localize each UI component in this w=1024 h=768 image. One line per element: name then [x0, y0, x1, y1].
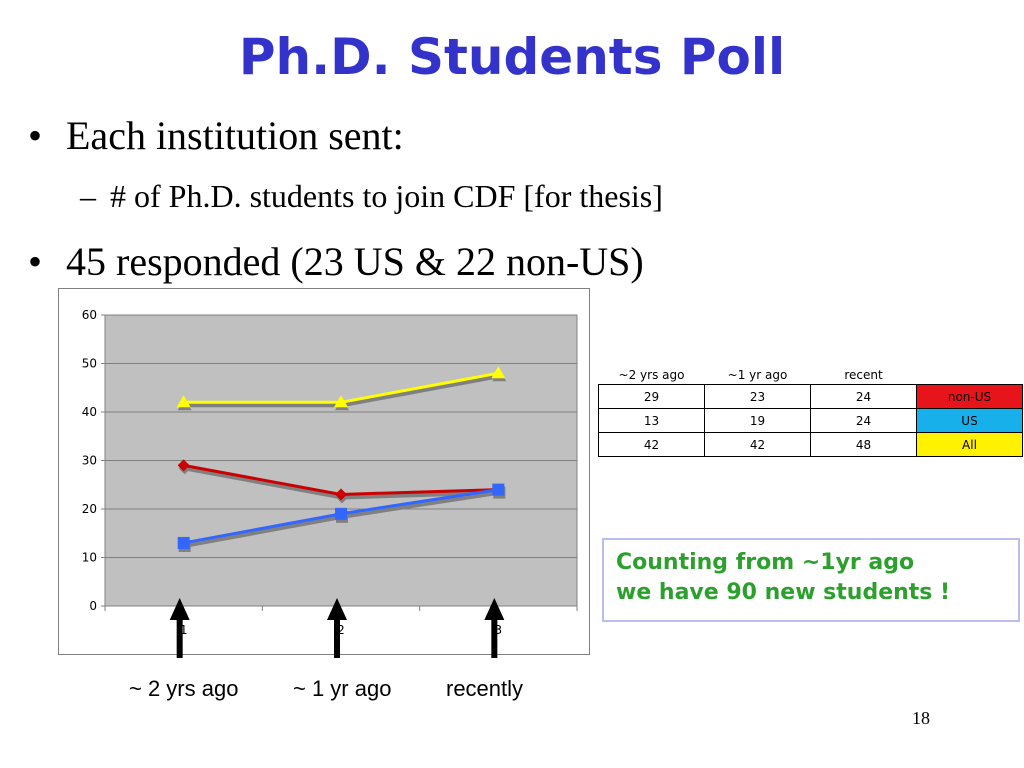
callout-line: we have 90 new students ! — [616, 580, 951, 605]
y-axis: 0 10 20 30 40 50 60 — [82, 308, 105, 613]
page-number: 18 — [912, 708, 930, 728]
data-point — [177, 536, 190, 549]
data-table: ~2 yrs ago ~1 yr ago recent 29 23 24 non… — [598, 366, 1023, 457]
arrow-shaft — [176, 612, 183, 658]
table-cell: 24 — [810, 384, 917, 409]
bullet-marker: • — [28, 113, 43, 158]
legend-cell-non-us: non-US — [916, 384, 1023, 409]
y-tick-label: 40 — [82, 405, 97, 419]
legend-cell-all: All — [916, 432, 1023, 457]
table-cell: 48 — [810, 432, 917, 457]
data-point — [335, 488, 347, 501]
y-tick-label: 50 — [82, 357, 97, 371]
header-cell: recent — [844, 368, 883, 382]
table-cell: 24 — [810, 408, 917, 433]
table-row: 42 42 48 All — [598, 432, 1023, 457]
time-arrows — [169, 598, 505, 658]
x-tick-label: 2 — [337, 623, 345, 637]
table-header-row: ~2 yrs ago ~1 yr ago recent — [599, 366, 1023, 385]
sub-bullet-marker: – — [80, 178, 96, 214]
data-point — [491, 366, 506, 379]
table-cell: 13 — [598, 408, 705, 433]
bullet-each-institution: • Each institution sent: — [28, 112, 404, 159]
time-label-recently: recently — [446, 676, 524, 701]
header-cell: ~1 yr ago — [727, 368, 788, 382]
time-label-1yr: ~ 1 yr ago — [293, 676, 392, 701]
arrow-head — [169, 598, 190, 620]
callout-line: Counting from ~1yr ago — [616, 550, 915, 575]
series-group — [176, 366, 507, 552]
table-cell: 19 — [704, 408, 811, 433]
table-cell: 23 — [704, 384, 811, 409]
bullet-text: 45 responded (23 US & 22 non-US) — [66, 239, 644, 284]
bullet-marker: • — [28, 239, 43, 284]
bullet-text: Each institution sent: — [66, 113, 404, 158]
y-tick-label: 30 — [82, 454, 97, 468]
table-cell: 42 — [704, 432, 811, 457]
data-point — [335, 507, 347, 520]
y-tick-label: 0 — [89, 599, 97, 613]
sub-bullet-text: # of Ph.D. students to join CDF [for the… — [110, 178, 663, 214]
header-cell-empty — [917, 366, 1023, 385]
y-tick-label: 10 — [82, 551, 97, 565]
x-tick-label: 1 — [180, 623, 188, 637]
y-tick-label: 60 — [82, 308, 97, 322]
bullet-responded: • 45 responded (23 US & 22 non-US) — [28, 238, 644, 285]
arrow-head — [484, 598, 505, 620]
sub-bullet-students: – # of Ph.D. students to join CDF [for th… — [80, 178, 663, 215]
data-point — [492, 483, 505, 496]
arrow-head — [327, 598, 347, 620]
slide-title: Ph.D. Students Poll — [238, 28, 786, 86]
arrow-shaft — [334, 612, 340, 658]
legend-cell-us: US — [916, 408, 1023, 433]
x-tick-label: 3 — [495, 623, 503, 637]
y-tick-label: 20 — [82, 502, 97, 516]
table-cell: 42 — [598, 432, 705, 457]
table-row: 29 23 24 non-US — [598, 384, 1023, 409]
time-label-2yrs: ~ 2 yrs ago — [129, 676, 239, 701]
callout-box: Counting from ~1yr ago we have 90 new st… — [602, 538, 1020, 622]
data-point — [176, 395, 191, 408]
data-point — [177, 459, 190, 472]
table-row: 13 19 24 US — [598, 408, 1023, 433]
arrow-shaft — [491, 612, 498, 658]
header-cell: ~2 yrs ago — [618, 368, 685, 382]
x-axis: 1 2 3 — [104, 606, 578, 637]
table-cell: 29 — [598, 384, 705, 409]
line-chart: 0 10 20 30 40 50 60 1 2 3 — [58, 288, 590, 658]
data-point — [334, 395, 348, 408]
